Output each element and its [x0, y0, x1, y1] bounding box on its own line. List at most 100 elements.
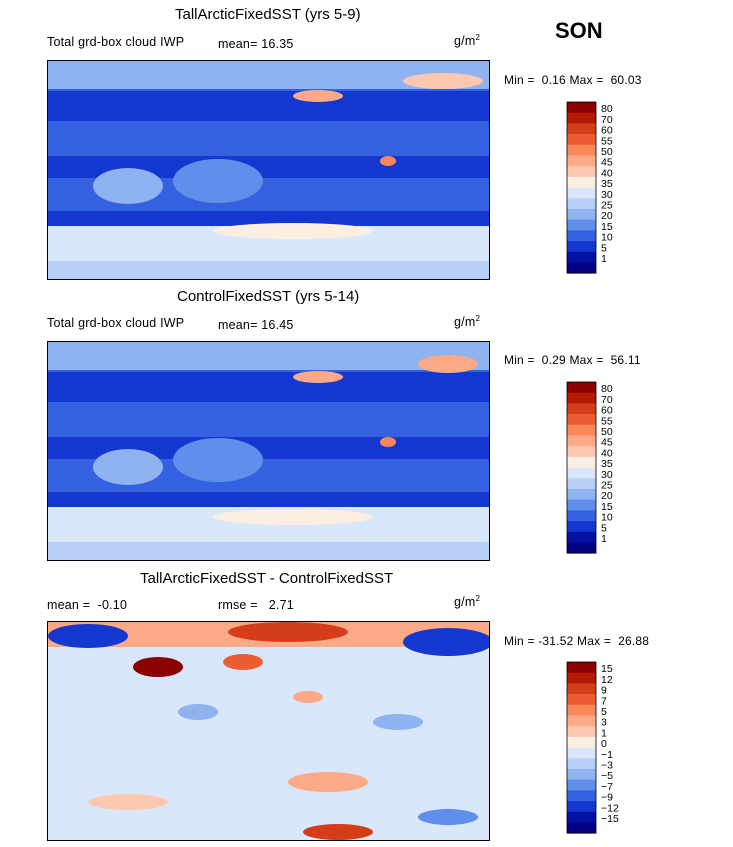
colorbar-tick-label: 70 — [601, 114, 613, 126]
colorbar-swatch — [567, 123, 596, 135]
colorbar-tick-label: 55 — [601, 415, 613, 427]
panel-1-map — [47, 60, 490, 280]
panel-3-mean-label: mean = — [47, 598, 91, 612]
panel-3-title: TallArcticFixedSST - ControlFixedSST — [140, 570, 394, 587]
colorbar-swatch — [567, 683, 596, 695]
panel-2-min-value: 0.29 — [541, 353, 566, 367]
panel-1-variable-label: Total grd-box cloud IWP — [47, 35, 185, 49]
colorbar-tick-label: 9 — [601, 685, 607, 697]
colorbar-tick-label: 20 — [601, 490, 613, 502]
panel-2-colorbar: 80 70 60 55 50 45 40 35 30 25 20 15 10 5 1 — [566, 381, 627, 555]
colorbar-tick-label: 50 — [601, 426, 613, 438]
colorbar-swatch — [567, 779, 596, 791]
colorbar-tick-label: 15 — [601, 221, 613, 233]
colorbar-swatch — [567, 198, 596, 210]
colorbar-swatch — [567, 403, 596, 415]
colorbar-tick-label: 0 — [601, 738, 607, 750]
colorbar-tick-label: 80 — [601, 103, 613, 115]
colorbar-tick-label: 5 — [601, 706, 607, 718]
colorbar-swatch — [567, 187, 596, 199]
panel-2-minmax: Min = 0.29 Max = 56.11 — [504, 353, 641, 367]
colorbar-swatch — [567, 499, 596, 511]
colorbar-swatch — [567, 435, 596, 447]
colorbar-tick-label: 25 — [601, 480, 613, 492]
panel-3-mean-value: -0.10 — [97, 598, 128, 612]
colorbar-swatch — [567, 166, 596, 178]
units-exponent: 2 — [475, 314, 481, 323]
colorbar-swatch — [567, 672, 596, 684]
colorbar-swatch — [567, 102, 596, 113]
colorbar-tick-label: 40 — [601, 167, 613, 179]
units-text: g/m — [454, 315, 476, 330]
panel-2-max-value: 56.11 — [610, 353, 641, 367]
panel-1-mean: mean= 16.35 — [218, 37, 294, 51]
panel-2-mean-label: mean= — [218, 318, 258, 332]
colorbar-swatch — [567, 531, 596, 543]
colorbar-tick-label: 3 — [601, 717, 607, 729]
colorbar-tick-label: 30 — [601, 469, 613, 481]
panel-2-units: g/m2 — [454, 314, 480, 329]
colorbar-swatch — [567, 489, 596, 500]
colorbar-tick-label: 60 — [601, 405, 613, 417]
panel-3-units: g/m2 — [454, 594, 480, 609]
panel-3-rmse-label: rmse = — [218, 598, 258, 612]
colorbar-swatch — [567, 704, 596, 716]
panel-2-variable-label: Total grd-box cloud IWP — [47, 316, 185, 330]
panel-3-mean: mean = -0.10 — [47, 598, 127, 612]
colorbar-tick-label: 30 — [601, 189, 613, 201]
panel-1-mean-value: 16.35 — [261, 37, 294, 51]
panel-3-min-label: Min = — [504, 634, 535, 648]
panel-3-min-value: -31.52 — [538, 634, 574, 648]
panel-3-rmse: rmse = 2.71 — [218, 598, 294, 612]
colorbar-swatch — [567, 219, 596, 231]
colorbar-tick-label: 80 — [601, 383, 613, 395]
colorbar-swatch — [567, 769, 596, 780]
colorbar-swatch — [567, 446, 596, 458]
colorbar-swatch — [567, 456, 596, 468]
colorbar-swatch — [567, 736, 596, 748]
colorbar-tick-label: −5 — [601, 770, 613, 782]
panel-2-title: ControlFixedSST (yrs 5-14) — [177, 288, 360, 305]
colorbar-swatch — [567, 392, 596, 404]
colorbar-swatch — [567, 424, 596, 436]
panel-1-minmax: Min = 0.16 Max = 60.03 — [504, 73, 642, 87]
panel-1-max-label: Max = — [569, 73, 604, 87]
colorbar-swatch — [567, 414, 596, 426]
panel-2-max-label: Max = — [569, 353, 604, 367]
panel-2-mean-value: 16.45 — [261, 318, 294, 332]
colorbar-swatch — [567, 758, 596, 770]
colorbar-swatch — [567, 662, 596, 673]
colorbar-tick-label: −3 — [601, 760, 613, 772]
colorbar-tick-label: 35 — [601, 178, 613, 190]
units-text: g/m — [454, 34, 476, 49]
colorbar-swatch — [567, 467, 596, 479]
colorbar-tick-label: −15 — [601, 813, 619, 825]
colorbar-swatch — [567, 241, 596, 253]
colorbar-swatch — [567, 176, 596, 188]
colorbar-swatch — [567, 155, 596, 167]
colorbar-swatch — [567, 521, 596, 533]
colorbar-tick-label: 1 — [601, 533, 607, 545]
colorbar-tick-label: 15 — [601, 501, 613, 513]
colorbar-tick-label: 35 — [601, 458, 613, 470]
panel-2-min-label: Min = — [504, 353, 535, 367]
panel-3-max-value: 26.88 — [618, 634, 650, 648]
colorbar-tick-label: 10 — [601, 232, 613, 244]
panel-3-rmse-value: 2.71 — [268, 598, 294, 612]
panel-1-colorbar: 80 70 60 55 50 45 40 35 30 25 20 15 10 5 1 — [566, 101, 627, 275]
colorbar-swatch — [567, 251, 596, 263]
colorbar-tick-label: −7 — [601, 781, 613, 793]
colorbar-swatch — [567, 112, 596, 124]
colorbar-swatch — [567, 801, 596, 813]
colorbar-swatch — [567, 478, 596, 490]
colorbar-tick-label: 7 — [601, 695, 607, 707]
panel-1-units: g/m2 — [454, 33, 480, 48]
panel-3-map-svg — [48, 622, 489, 840]
colorbar-tick-label: 5 — [601, 522, 607, 534]
panel-1-min-label: Min = — [504, 73, 535, 87]
colorbar-tick-label: 45 — [601, 437, 613, 449]
units-exponent: 2 — [475, 594, 481, 603]
colorbar-tick-label: 45 — [601, 157, 613, 169]
panel-3-minmax: Min = -31.52 Max = 26.88 — [504, 634, 649, 648]
